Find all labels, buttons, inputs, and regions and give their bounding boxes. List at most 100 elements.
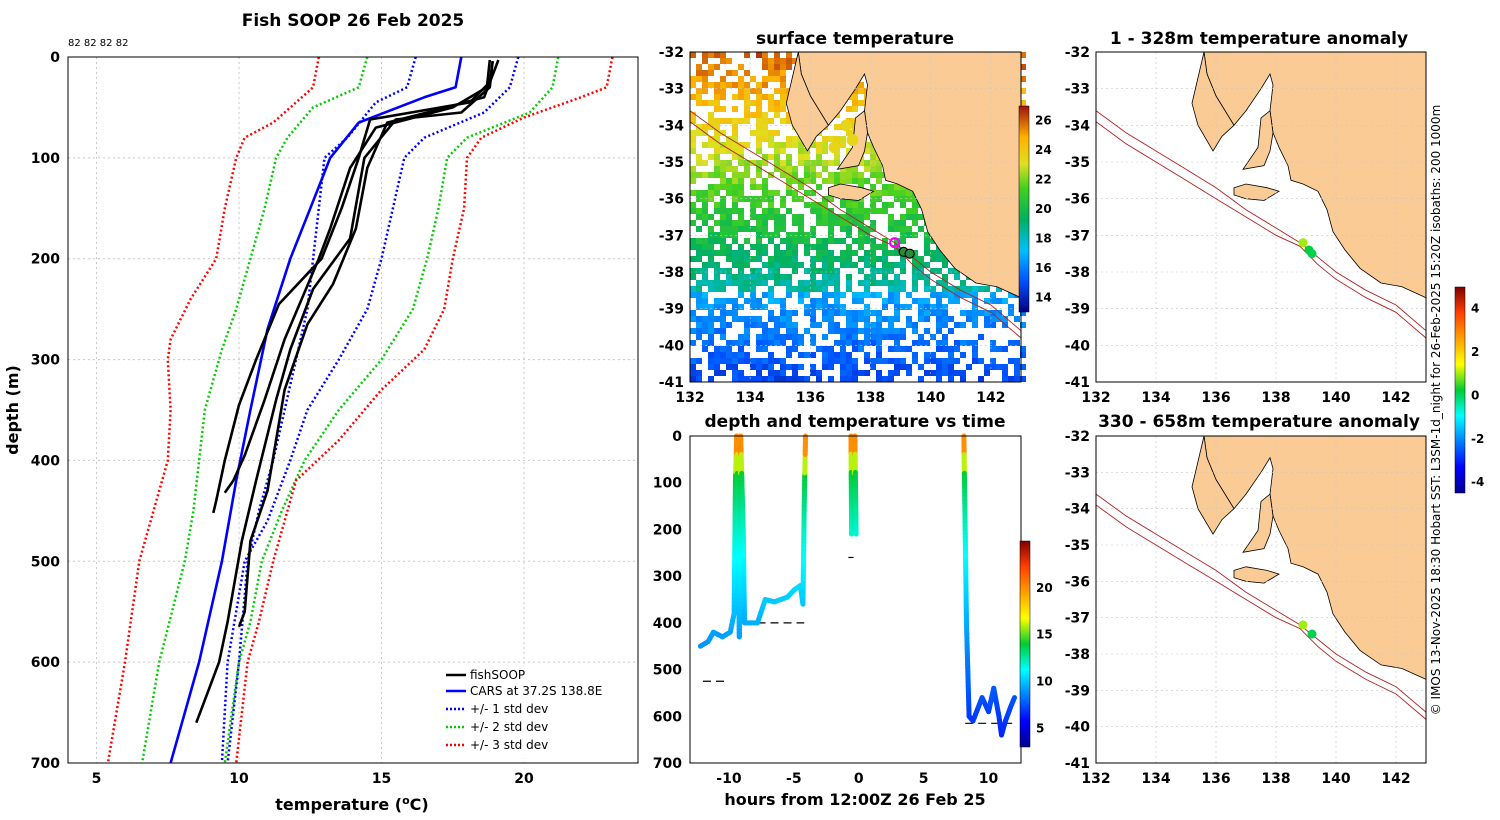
sst-pixel [822, 136, 828, 142]
sst-pixel [732, 118, 738, 124]
depth-time-y-tick-label: 300 [653, 569, 682, 585]
profile-grid [68, 56, 638, 764]
sst-pixel [864, 166, 870, 172]
sst-pixel [768, 352, 774, 358]
sst-pixel [690, 166, 696, 172]
sst-pixel [708, 226, 714, 232]
sst-pixel [804, 328, 810, 334]
sst-pixel [762, 214, 768, 220]
sst-pixel [732, 124, 738, 130]
sst-pixel [840, 346, 846, 352]
sst-pixel [1020, 364, 1026, 370]
sst-pixel [948, 346, 954, 352]
sst-pixel [786, 376, 792, 382]
sst-pixel [846, 214, 852, 220]
sst-pixel [828, 304, 834, 310]
sst-pixel [708, 142, 714, 148]
sst-pixel [870, 172, 876, 178]
sst-pixel [810, 364, 816, 370]
sst-pixel [720, 106, 726, 112]
sst-pixel [852, 346, 858, 352]
profile-xlabel: temperature (oC) [275, 794, 428, 814]
sst-pixel [882, 316, 888, 322]
sst-pixel [912, 208, 918, 214]
sst-pixel [798, 352, 804, 358]
sst-pixel [864, 352, 870, 358]
isobath-200m [1095, 493, 1427, 713]
sst-pixel [696, 334, 702, 340]
sst-pixel [738, 82, 744, 88]
sst-pixel [762, 358, 768, 364]
sst-pixel [762, 280, 768, 286]
sst-pixel [906, 190, 912, 196]
sst-pixel [744, 316, 750, 322]
sst-pixel [714, 352, 720, 358]
sst-pixel [702, 322, 708, 328]
sst-pixel [984, 370, 990, 376]
profile-y-ticks: 0 100 200 300 400 500 600 700 [31, 50, 60, 772]
sst-pixel [750, 100, 756, 106]
sst-pixel [774, 160, 780, 166]
sst-pixel [744, 286, 750, 292]
sst-pixel [690, 220, 696, 226]
sst-pixel [924, 328, 930, 334]
sst-pixel [774, 112, 780, 118]
sst-pixel [774, 88, 780, 94]
sst-pixel [924, 352, 930, 358]
sst-pixel [936, 268, 942, 274]
sst-pixel [882, 202, 888, 208]
sst-pixel [846, 334, 852, 340]
sst-pixel [876, 340, 882, 346]
sst-pixel [912, 280, 918, 286]
sst-pixel [738, 316, 744, 322]
sst-pixel [978, 376, 984, 382]
sst-pixel [792, 268, 798, 274]
sst-pixel [714, 106, 720, 112]
sst-pixel [714, 364, 720, 370]
sst-pixel [750, 286, 756, 292]
sst-pixel [822, 364, 828, 370]
sst-pixel [828, 220, 834, 226]
sst-pixel [846, 358, 852, 364]
sst-pixel [768, 292, 774, 298]
sst-pixel [744, 112, 750, 118]
sst-pixel [714, 262, 720, 268]
sst-pixel [894, 238, 900, 244]
map-y-tick-label: -39 [1065, 302, 1090, 318]
sst-pixel [756, 340, 762, 346]
sst-pixel [768, 154, 774, 160]
sst-pixel [888, 292, 894, 298]
sst-pixel [828, 274, 834, 280]
sst-pixel [732, 190, 738, 196]
sst-pixel [768, 334, 774, 340]
map-x-tick-label: 134 [1141, 771, 1170, 787]
sst-pixel [900, 286, 906, 292]
sst-pixel [702, 58, 708, 64]
depth-time-colorbar-ticks: 5 10 15 20 [1036, 581, 1053, 735]
sst-pixel [768, 142, 774, 148]
map-y-tick-label: -34 [659, 118, 685, 134]
sst-pixel [744, 358, 750, 364]
sst-pixel [744, 256, 750, 262]
sst-pixel [852, 208, 858, 214]
sst-pixel [906, 364, 912, 370]
sst-pixel [714, 274, 720, 280]
sst-pixel [780, 274, 786, 280]
sst-pixel [924, 262, 930, 268]
profile-x-tick-label: 10 [229, 771, 249, 787]
sst-pixel [972, 346, 978, 352]
sst-pixel [888, 184, 894, 190]
sst-pixel [948, 268, 954, 274]
sst-pixel [828, 232, 834, 238]
isobath-1000m [689, 121, 1022, 339]
sst-pixel [852, 298, 858, 304]
sst-pixel [846, 226, 852, 232]
sst-pixel [936, 364, 942, 370]
map-y-tick-label: -36 [659, 192, 684, 208]
map-x-tick-label: 138 [1261, 390, 1290, 406]
sst-pixel [780, 310, 786, 316]
sst-pixel [726, 256, 732, 262]
sst-pixel [840, 262, 846, 268]
sst-pixel [882, 328, 888, 334]
sst-pixel [810, 268, 816, 274]
